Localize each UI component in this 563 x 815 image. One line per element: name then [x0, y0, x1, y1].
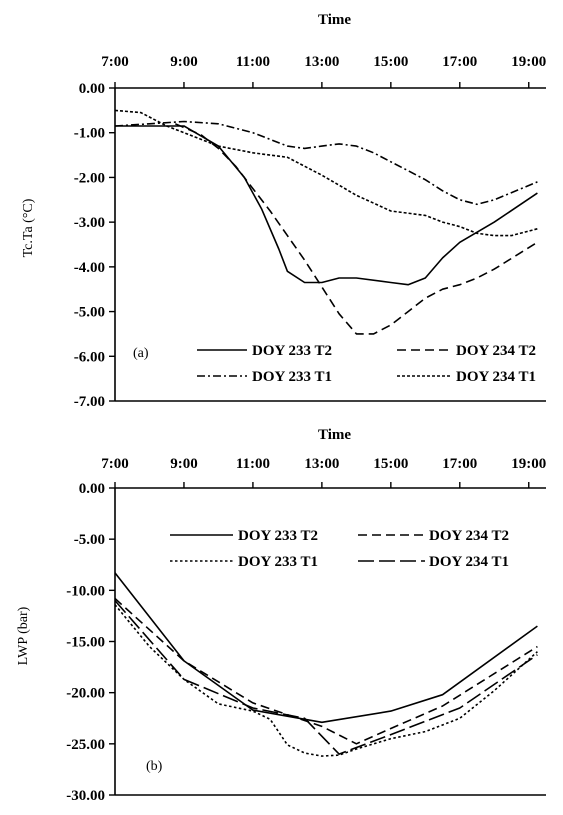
chart-0-x-tick-label: 7:00 [101, 54, 129, 70]
chart-1-x-tick-label: 15:00 [373, 456, 408, 472]
chart-1-series-doy-234-t1-line [114, 600, 538, 755]
chart-0-series-doy-233-t1-line [114, 120, 538, 206]
chart-0-y-tick-label: -4.00 [74, 260, 105, 276]
chart-0-series-doy-233-t2-line [115, 125, 538, 286]
chart-0-y-tick-label: -5.00 [74, 305, 105, 321]
chart-0-legend-label: DOY 233 T2 [252, 343, 332, 359]
chart-0-panel-label: (a) [133, 346, 149, 361]
chart-1-panel-label: (b) [146, 759, 163, 774]
chart-1-legend-label: DOY 234 T1 [429, 554, 509, 570]
chart-0-x-tick-label: 15:00 [373, 54, 408, 70]
chart-1-series-doy-233-t1-line [114, 604, 538, 757]
chart-0-x-tick-label: 11:00 [236, 54, 270, 70]
chart-1-series-doy-233-t2-line [114, 572, 538, 724]
chart-0-title: Time [318, 12, 351, 28]
chart-1-x-tick-label: 7:00 [101, 456, 129, 472]
chart-1-legend-label: DOY 233 T1 [238, 554, 318, 570]
chart-1-y-tick-label: 0.00 [79, 481, 105, 497]
chart-0-legend-label: DOY 234 T1 [456, 369, 536, 385]
chart-1-y-tick-label: -30.00 [66, 788, 105, 804]
chart-0-x-tick-label: 19:00 [511, 54, 546, 70]
chart-1-y-label: LWP (bar) [16, 606, 31, 665]
chart-1-y-tick-label: -15.00 [66, 635, 105, 651]
chart-0-y-tick-label: -6.00 [74, 349, 105, 365]
chart-0-legend-label: DOY 234 T2 [456, 343, 536, 359]
chart-1-y-tick-label: -5.00 [74, 532, 105, 548]
chart-1-y-tick-label: -25.00 [66, 737, 105, 753]
chart-1-x-tick-label: 19:00 [511, 456, 546, 472]
chart-0-y-tick-label: -1.00 [74, 126, 105, 142]
chart-1-legend-label: DOY 233 T2 [238, 528, 318, 544]
chart-1-y-tick-label: -10.00 [66, 583, 105, 599]
chart-0-x-tick-label: 13:00 [304, 54, 339, 70]
chart-1-x-tick-label: 9:00 [170, 456, 198, 472]
chart-1-y-tick-label: -20.00 [66, 686, 105, 702]
chart-1-x-tick-label: 17:00 [442, 456, 477, 472]
chart-0-legend-label: DOY 233 T1 [252, 369, 332, 385]
chart-1-x-tick-label: 13:00 [304, 456, 339, 472]
chart-0-y-tick-label: 0.00 [79, 81, 105, 97]
chart-1-x-tick-label: 11:00 [236, 456, 270, 472]
chart-0-series-doy-234-t1-line [114, 109, 538, 237]
chart-0-x-tick-label: 17:00 [442, 54, 477, 70]
chart-0-y-tick-label: -7.00 [74, 394, 105, 410]
chart-0-x-tick-label: 9:00 [170, 54, 198, 70]
chart-0-y-tick-label: -2.00 [74, 170, 105, 186]
chart-0-y-label: Tc.Ta (°C) [21, 198, 36, 257]
chart-0-y-tick-label: -3.00 [74, 215, 105, 231]
chart-0-series-doy-234-t2-line [174, 123, 538, 335]
chart-1-series-doy-234-t2-line [114, 597, 538, 745]
chart-1-legend-label: DOY 234 T2 [429, 528, 509, 544]
chart-1-title: Time [318, 427, 351, 443]
